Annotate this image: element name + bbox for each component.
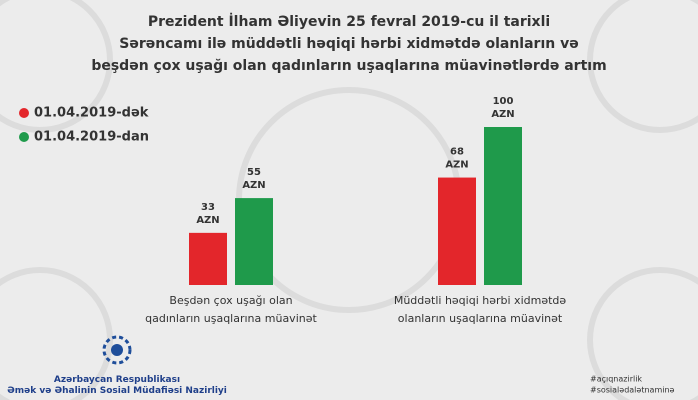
x-tick-label: Beşdən çox uşağı olan qadınların uşaqları…: [145, 294, 317, 325]
legend-label: 01.04.2019-dan: [34, 130, 149, 145]
x-tick-label: Müddətli həqiqi hərbi xidmətdə olanların …: [394, 294, 567, 325]
bar: [235, 198, 273, 285]
chart-title: Prezident İlham Əliyevin 25 fevral 2019-…: [91, 13, 606, 74]
value-label: 68 AZN: [445, 147, 468, 171]
bar: [484, 127, 522, 285]
hashtag: #sosialədalətnaminə: [590, 386, 675, 395]
value-label: 33 AZN: [196, 202, 219, 226]
bar: [438, 177, 476, 285]
organization: Azərbaycan Respublikası Əmək və Əhalinin …: [7, 375, 227, 396]
logo: [102, 335, 132, 365]
value-label: 55 AZN: [242, 167, 265, 191]
legend-swatch: [19, 132, 29, 142]
legend-label: 01.04.2019-dək: [34, 106, 149, 121]
hashtag: #açıqnazirlik: [590, 375, 642, 384]
legend-swatch: [19, 108, 29, 118]
value-label: 100 AZN: [491, 96, 514, 120]
bar: [189, 232, 227, 285]
